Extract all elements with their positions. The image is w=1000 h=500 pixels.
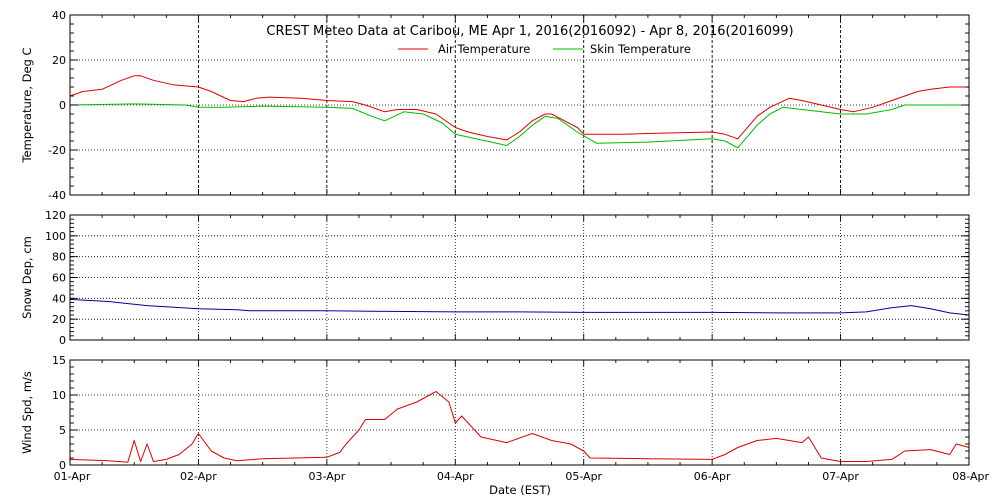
snow-y-axis-label: Snow Dep, cm bbox=[20, 236, 34, 319]
snow-ytick-label: 0 bbox=[59, 334, 66, 347]
temperature-ytick-label: 40 bbox=[52, 9, 66, 22]
snow-ytick-label: 120 bbox=[45, 209, 66, 222]
x-tick-label: 03-Apr bbox=[308, 470, 345, 483]
temperature-series-0 bbox=[69, 75, 969, 141]
x-axis-label: Date (EST) bbox=[489, 483, 551, 497]
wind-ytick-label: 0 bbox=[59, 459, 66, 472]
wind-ytick-label: 5 bbox=[59, 424, 66, 437]
temperature-panel-frame bbox=[69, 14, 970, 196]
x-tick-label: 07-Apr bbox=[822, 470, 859, 483]
temperature-ytick-label: -40 bbox=[48, 189, 66, 202]
snow-ytick-label: 20 bbox=[52, 313, 66, 326]
wind-ytick-label: 10 bbox=[52, 389, 66, 402]
temperature-y-axis-label: Temperature, Deg C bbox=[20, 47, 34, 163]
wind-panel-frame bbox=[69, 359, 970, 466]
series-layer bbox=[69, 75, 970, 463]
temperature-series-1 bbox=[69, 103, 969, 149]
legend-skin-label: Skin Temperature bbox=[590, 42, 691, 56]
temperature-ytick-label: 0 bbox=[59, 99, 66, 112]
temperature-ytick-label: -20 bbox=[48, 144, 66, 157]
chart-title: CREST Meteo Data at Caribou, ME Apr 1, 2… bbox=[266, 24, 793, 39]
snow-ytick-label: 60 bbox=[52, 272, 66, 285]
snow-panel-frame bbox=[69, 214, 970, 341]
x-tick-label: 01-Apr bbox=[54, 470, 91, 483]
legend: Air Temperature Skin Temperature bbox=[398, 42, 691, 56]
snow-ytick-label: 80 bbox=[52, 251, 66, 264]
x-tick-label: 04-Apr bbox=[437, 470, 474, 483]
snow-series-0 bbox=[69, 298, 970, 316]
snow-ytick-label: 100 bbox=[45, 230, 66, 243]
x-tick-label: 06-Apr bbox=[694, 470, 731, 483]
temperature-ytick-label: 20 bbox=[52, 54, 66, 67]
tick-layer bbox=[69, 14, 970, 466]
label-layer: -40 -20 0 20 40 Temperature, Deg C 0 20 40 60 80 10… bbox=[20, 9, 989, 483]
legend-air-label: Air Temperature bbox=[438, 42, 530, 56]
grid-layer bbox=[70, 59, 969, 431]
day-separator-layer bbox=[197, 15, 842, 465]
x-tick-label: 08-Apr bbox=[952, 470, 989, 483]
x-tick-label: 02-Apr bbox=[180, 470, 217, 483]
wind-y-axis-label: Wind Spd, m/s bbox=[20, 371, 34, 454]
wind-series-0 bbox=[69, 391, 970, 463]
wind-ytick-label: 15 bbox=[52, 354, 66, 367]
frame-layer bbox=[69, 14, 970, 466]
x-tick-label: 05-Apr bbox=[565, 470, 602, 483]
snow-ytick-label: 40 bbox=[52, 292, 66, 305]
